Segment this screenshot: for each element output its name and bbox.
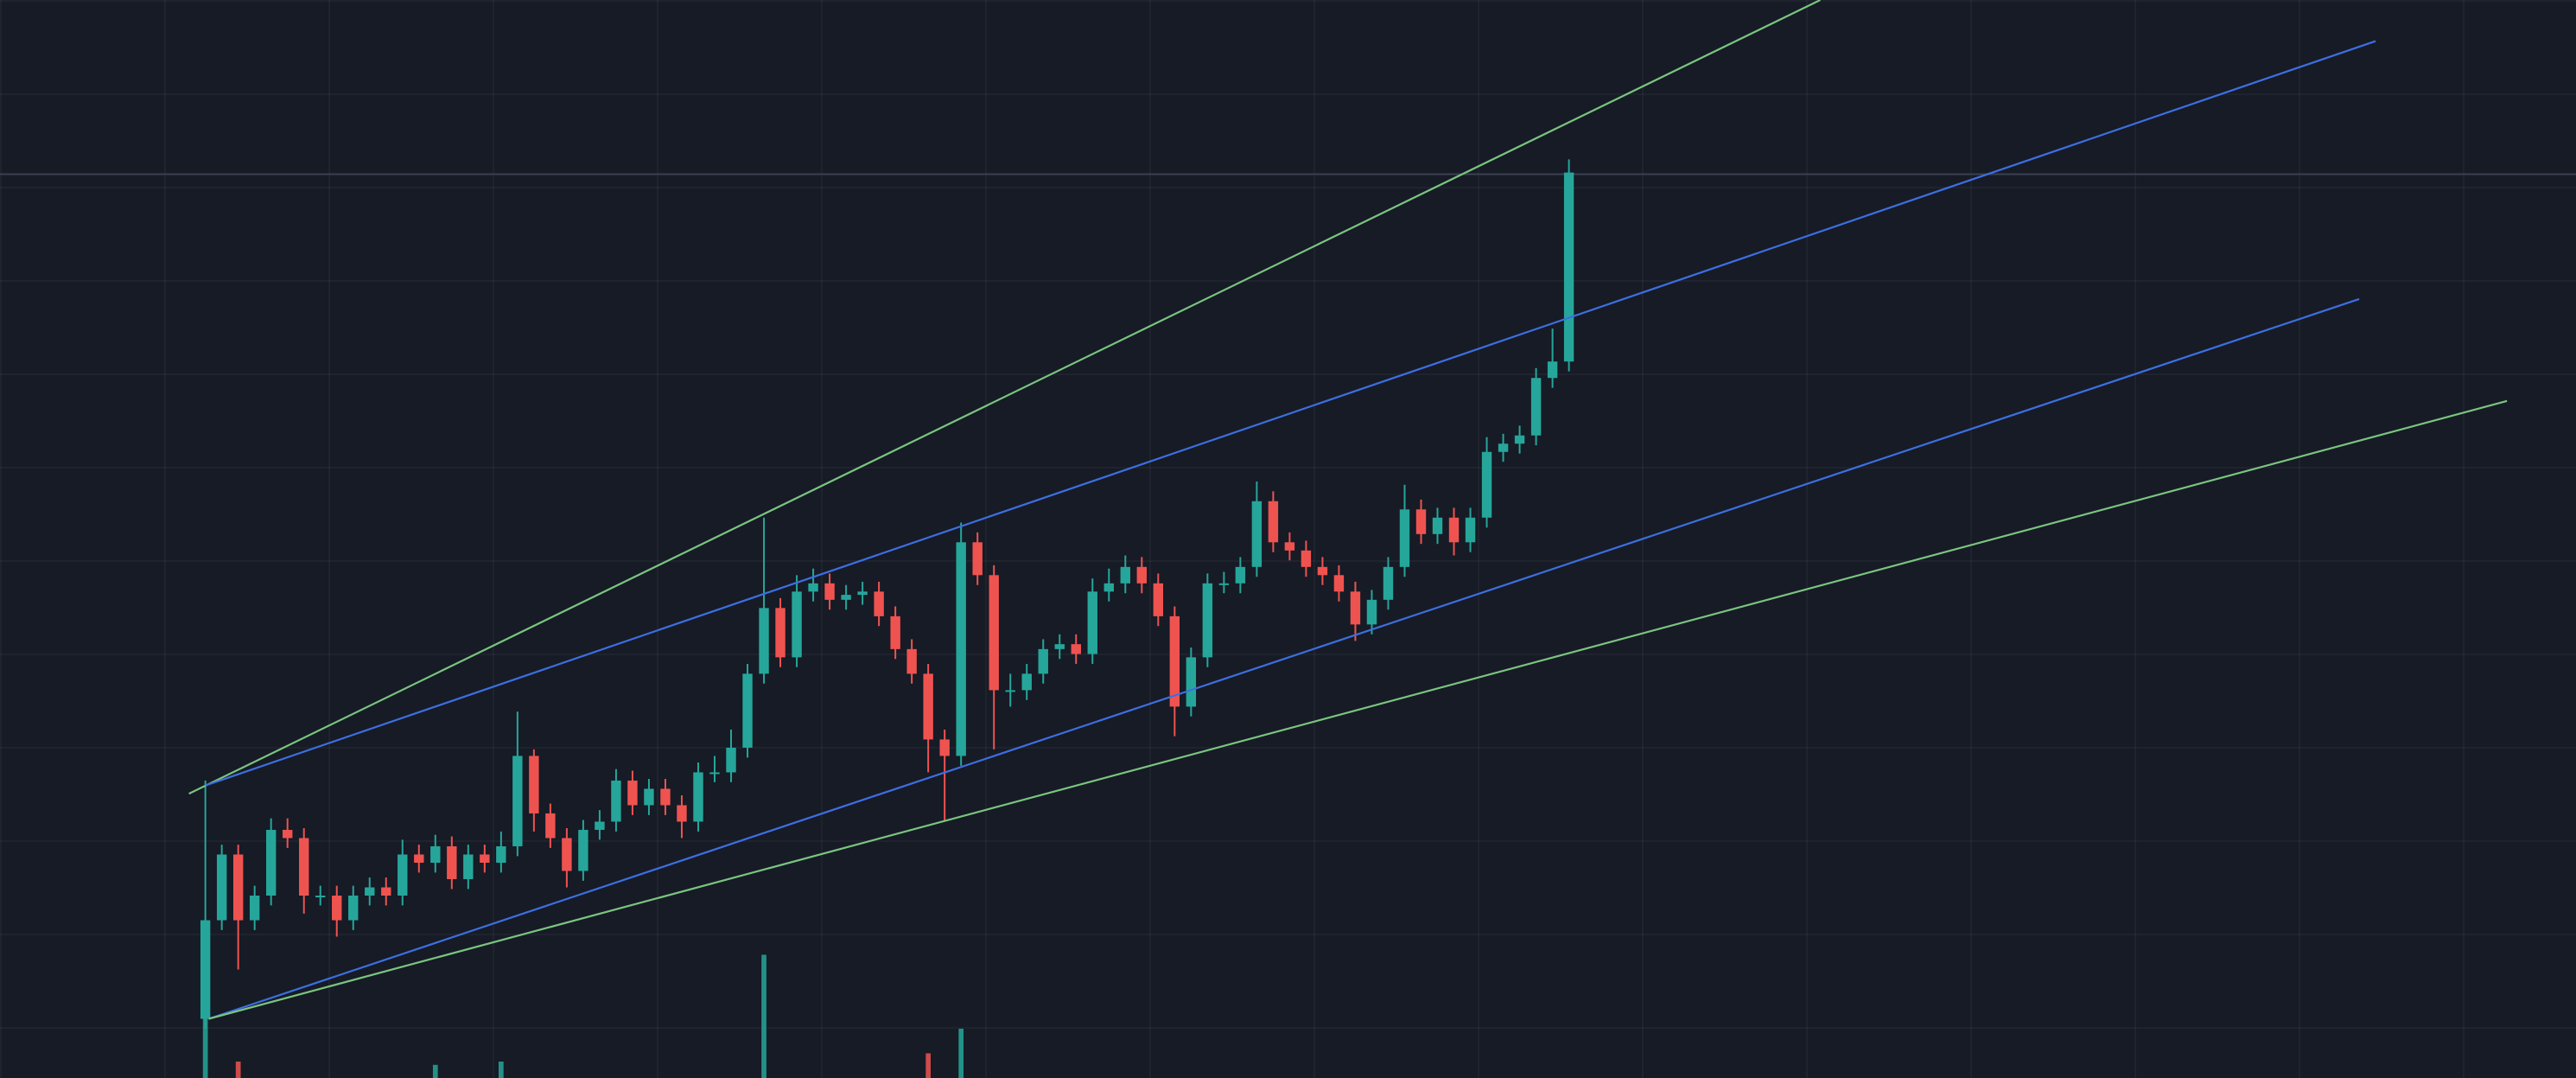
candle-body [200, 920, 211, 1019]
candle-body [562, 838, 572, 871]
candle-body [578, 829, 588, 871]
candle-body [923, 673, 933, 740]
candle-body [447, 845, 457, 879]
candle-body [249, 895, 260, 921]
candle-body [1448, 517, 1460, 543]
volume-bar [235, 1061, 241, 1078]
candle-body [496, 845, 506, 863]
candle-body [545, 813, 556, 839]
candle-body [315, 895, 326, 897]
trend-line [205, 40, 2376, 787]
candle-body [595, 821, 605, 830]
volume-bar [202, 1011, 208, 1078]
candle-body [972, 542, 983, 576]
candle-body [216, 854, 227, 921]
candle-body [1284, 542, 1295, 551]
candle-body [1547, 361, 1558, 379]
candle-body [463, 854, 474, 879]
candle-body [265, 829, 277, 896]
candle-body [1481, 451, 1492, 518]
candle-body [1251, 501, 1263, 567]
candle-body [1268, 501, 1279, 543]
candle-body [1317, 566, 1328, 576]
candle-body [365, 887, 375, 896]
candle-body [808, 583, 818, 592]
candle-body [1415, 509, 1427, 534]
candle-body [1563, 172, 1574, 362]
candle-body [480, 854, 490, 863]
candle-body [1235, 566, 1246, 584]
candle-body [1104, 583, 1114, 592]
candle-body [1432, 517, 1443, 534]
candle-body [857, 591, 868, 596]
candle-body [512, 756, 523, 846]
candle-body [824, 583, 835, 600]
volume-bar [925, 1053, 932, 1078]
candle-body [414, 854, 424, 863]
candle-body [775, 608, 786, 658]
candle-body [939, 739, 950, 756]
candle-body [792, 591, 802, 658]
candle-body [759, 608, 769, 674]
candle-body [332, 895, 342, 921]
candle-body [1498, 443, 1509, 452]
candle-body [1054, 644, 1065, 649]
volume-bar [958, 1028, 964, 1078]
candle-body [1136, 566, 1148, 584]
volume-bar [761, 954, 766, 1078]
candle-body [956, 542, 966, 756]
candle-body [1005, 690, 1015, 692]
candle-body [627, 780, 638, 806]
candle-body [1186, 657, 1197, 707]
candle-body [742, 673, 753, 748]
candle-body [1153, 583, 1164, 616]
trend-line [188, 0, 1821, 795]
candle-body [1514, 435, 1525, 444]
candle-body [1301, 550, 1312, 567]
candle-body [1383, 566, 1394, 600]
candle-body [1366, 599, 1377, 625]
candle-body [1333, 575, 1345, 592]
volume-bar [432, 1064, 438, 1078]
candle-body [874, 591, 884, 616]
candle-body [1021, 673, 1032, 691]
candle-body [1350, 591, 1361, 625]
candle-body [1169, 616, 1180, 707]
trend-line [208, 297, 2360, 1020]
candle-body [232, 854, 244, 921]
candle-body [1399, 509, 1410, 567]
candle-body [693, 772, 703, 822]
candle-body [1530, 378, 1542, 436]
candle-body [611, 780, 621, 822]
candle-body [430, 845, 441, 863]
candle-body [398, 854, 408, 896]
volume-bar [498, 1061, 504, 1078]
candle-body [1218, 583, 1230, 585]
candle-body [989, 575, 999, 691]
candle-body [1465, 517, 1476, 543]
candle-body [890, 616, 900, 649]
candle-body [726, 747, 736, 773]
candle-body [1087, 591, 1097, 654]
candle-body [677, 805, 687, 822]
candle-body [644, 788, 654, 806]
candle-body [1038, 648, 1048, 674]
candle-body [709, 772, 720, 775]
candle-body [841, 595, 851, 600]
candle-body [1202, 583, 1213, 658]
candle-body [906, 648, 917, 674]
candle-body [299, 838, 309, 896]
candle-body [381, 887, 391, 896]
candle-body [348, 895, 359, 921]
candle-body [282, 829, 293, 839]
trend-line [208, 399, 2508, 1020]
candle-body [529, 756, 539, 813]
candle-body [1120, 566, 1130, 584]
candle-body [1071, 644, 1081, 654]
candle-body [660, 788, 671, 806]
